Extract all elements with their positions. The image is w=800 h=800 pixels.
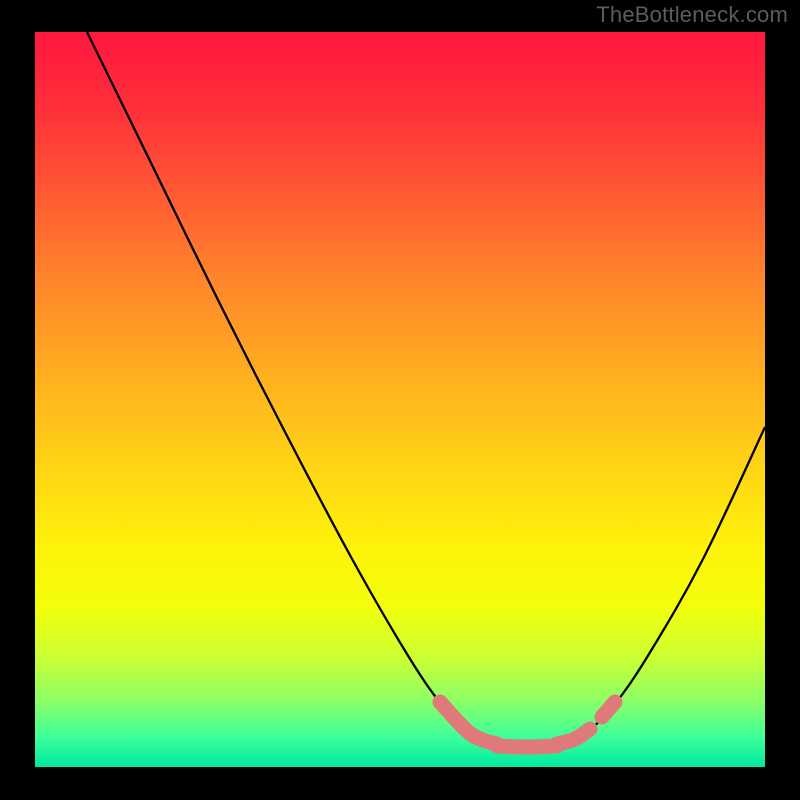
watermark-text: TheBottleneck.com — [596, 2, 788, 28]
bottleneck-chart — [0, 0, 800, 800]
plot-background — [35, 32, 765, 767]
accent-segment — [602, 702, 615, 717]
accent-segment — [497, 746, 557, 747]
chart-frame: TheBottleneck.com — [0, 0, 800, 800]
